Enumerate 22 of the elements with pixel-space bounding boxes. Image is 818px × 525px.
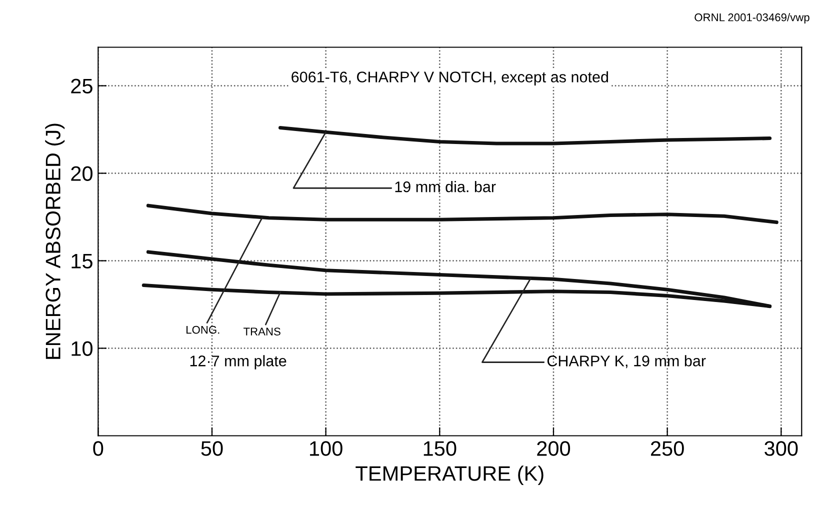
x-tick-label: 100 bbox=[310, 441, 342, 456]
x-tick-label: 300 bbox=[764, 441, 798, 456]
annotation: TRANS bbox=[244, 328, 280, 336]
x-tick-label: 200 bbox=[537, 441, 570, 456]
annotation: 6061-T6, CHARPY V NOTCH, except as noted bbox=[292, 71, 608, 86]
annotation: CHARPY K, 19 mm bar bbox=[547, 355, 706, 368]
y-tick-label: 10 bbox=[72, 341, 92, 356]
y-tick-label: 25 bbox=[71, 78, 92, 94]
x-axis-title: TEMPERATURE (K) bbox=[356, 466, 544, 485]
x-tick-label: 0 bbox=[93, 441, 104, 456]
y-tick-label: 20 bbox=[71, 166, 92, 182]
annotation: 12·7 mm plate bbox=[190, 355, 286, 370]
x-tick-label: 150 bbox=[424, 441, 456, 456]
line-series bbox=[146, 204, 778, 224]
annotation: LONG. bbox=[186, 326, 220, 334]
y-axis-title: ENERGY ABSORBED (J) bbox=[45, 124, 65, 359]
line-series bbox=[278, 126, 772, 146]
text: ORNL 2001-03469/vwp bbox=[694, 13, 810, 24]
annotation: 19 mm dia. bar bbox=[395, 181, 496, 192]
y-tick-label: 15 bbox=[72, 254, 92, 269]
x-tick-label: 250 bbox=[650, 441, 684, 456]
x-tick-label: 50 bbox=[201, 441, 223, 456]
